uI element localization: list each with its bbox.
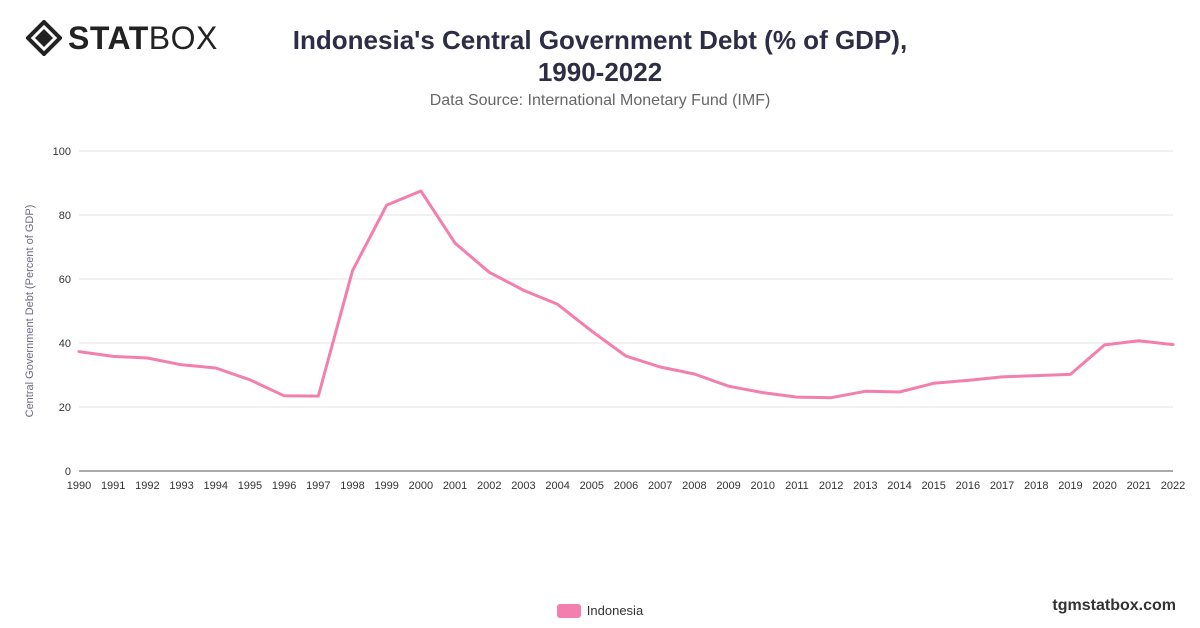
brand-name-bold: STAT (68, 20, 149, 56)
legend-label-indonesia: Indonesia (586, 603, 644, 618)
x-tick-label: 2007 (648, 480, 672, 492)
y-tick-label: 80 (59, 210, 71, 222)
x-tick-label: 2020 (1092, 480, 1116, 492)
x-tick-label: 2015 (921, 480, 945, 492)
brand-name-light: BOX (148, 20, 218, 56)
x-tick-label: 1990 (67, 480, 91, 492)
footer-site[interactable]: tgmstatbox.com (1052, 597, 1176, 614)
x-tick-label: 2005 (580, 480, 604, 492)
x-tick-label: 2022 (1161, 480, 1185, 492)
chart-title-line2: 1990-2022 (537, 57, 663, 87)
grid-layer (79, 150, 1173, 408)
legend[interactable]: Indonesia (0, 603, 1200, 618)
chart-subtitle: Data Source: International Monetary Fund… (429, 92, 771, 109)
chart-title-line1: Indonesia's Central Government Debt (% o… (292, 25, 908, 55)
x-tick-label: 2002 (477, 480, 501, 492)
x-tick-label: 1998 (340, 480, 364, 492)
x-tick-label: 2013 (853, 480, 877, 492)
x-tick-label: 2019 (1058, 480, 1082, 492)
x-tick-label: 1991 (101, 480, 125, 492)
x-tick-label: 1992 (135, 480, 159, 492)
x-tick-label: 2008 (682, 480, 706, 492)
x-tick-label: 1997 (306, 480, 330, 492)
x-tick-label: 2017 (990, 480, 1014, 492)
x-tick-label: 2016 (956, 480, 980, 492)
statbox-diamond-icon (26, 20, 62, 56)
x-tick-label: 1995 (238, 480, 262, 492)
series-line-indonesia (77, 189, 1175, 400)
chart-title: Indonesia's Central Government Debt (% o… (250, 24, 950, 88)
x-tick-label: 2009 (716, 480, 740, 492)
y-tick-label: 40 (59, 338, 71, 350)
brand-logo: STATBOX (26, 20, 218, 56)
y-tick-labels: 0 20 40 60 80 100 (53, 146, 71, 478)
x-tick-label: 2010 (751, 480, 775, 492)
x-tick-label: 2014 (887, 480, 911, 492)
x-tick-label: 1993 (169, 480, 193, 492)
x-tick-label: 2001 (443, 480, 467, 492)
y-axis-label: Central Government Debt (Percent of GDP) (24, 205, 36, 418)
y-tick-label: 20 (59, 402, 71, 414)
x-tick-label: 2012 (819, 480, 843, 492)
x-tick-label: 2021 (1127, 480, 1151, 492)
y-tick-label: 60 (59, 274, 71, 286)
x-tick-label: 2003 (511, 480, 535, 492)
x-tick-label: 1999 (374, 480, 398, 492)
x-tick-label: 1994 (204, 480, 228, 492)
series-layer (77, 189, 1175, 400)
x-tick-label: 2004 (545, 480, 569, 492)
x-tick-labels: 1990 1991 1992 1993 1994 1995 1996 1997 1998 1999… (67, 480, 1185, 492)
legend-swatch-indonesia (556, 603, 581, 618)
x-tick-label: 2000 (409, 480, 433, 492)
x-tick-label: 1996 (272, 480, 296, 492)
brand-wordmark: STATBOX (68, 20, 218, 56)
x-tick-label: 2011 (785, 480, 809, 492)
x-tick-label: 2006 (614, 480, 638, 492)
y-tick-label: 0 (65, 466, 71, 478)
x-tick-label: 2018 (1024, 480, 1048, 492)
y-tick-label: 100 (53, 146, 71, 158)
